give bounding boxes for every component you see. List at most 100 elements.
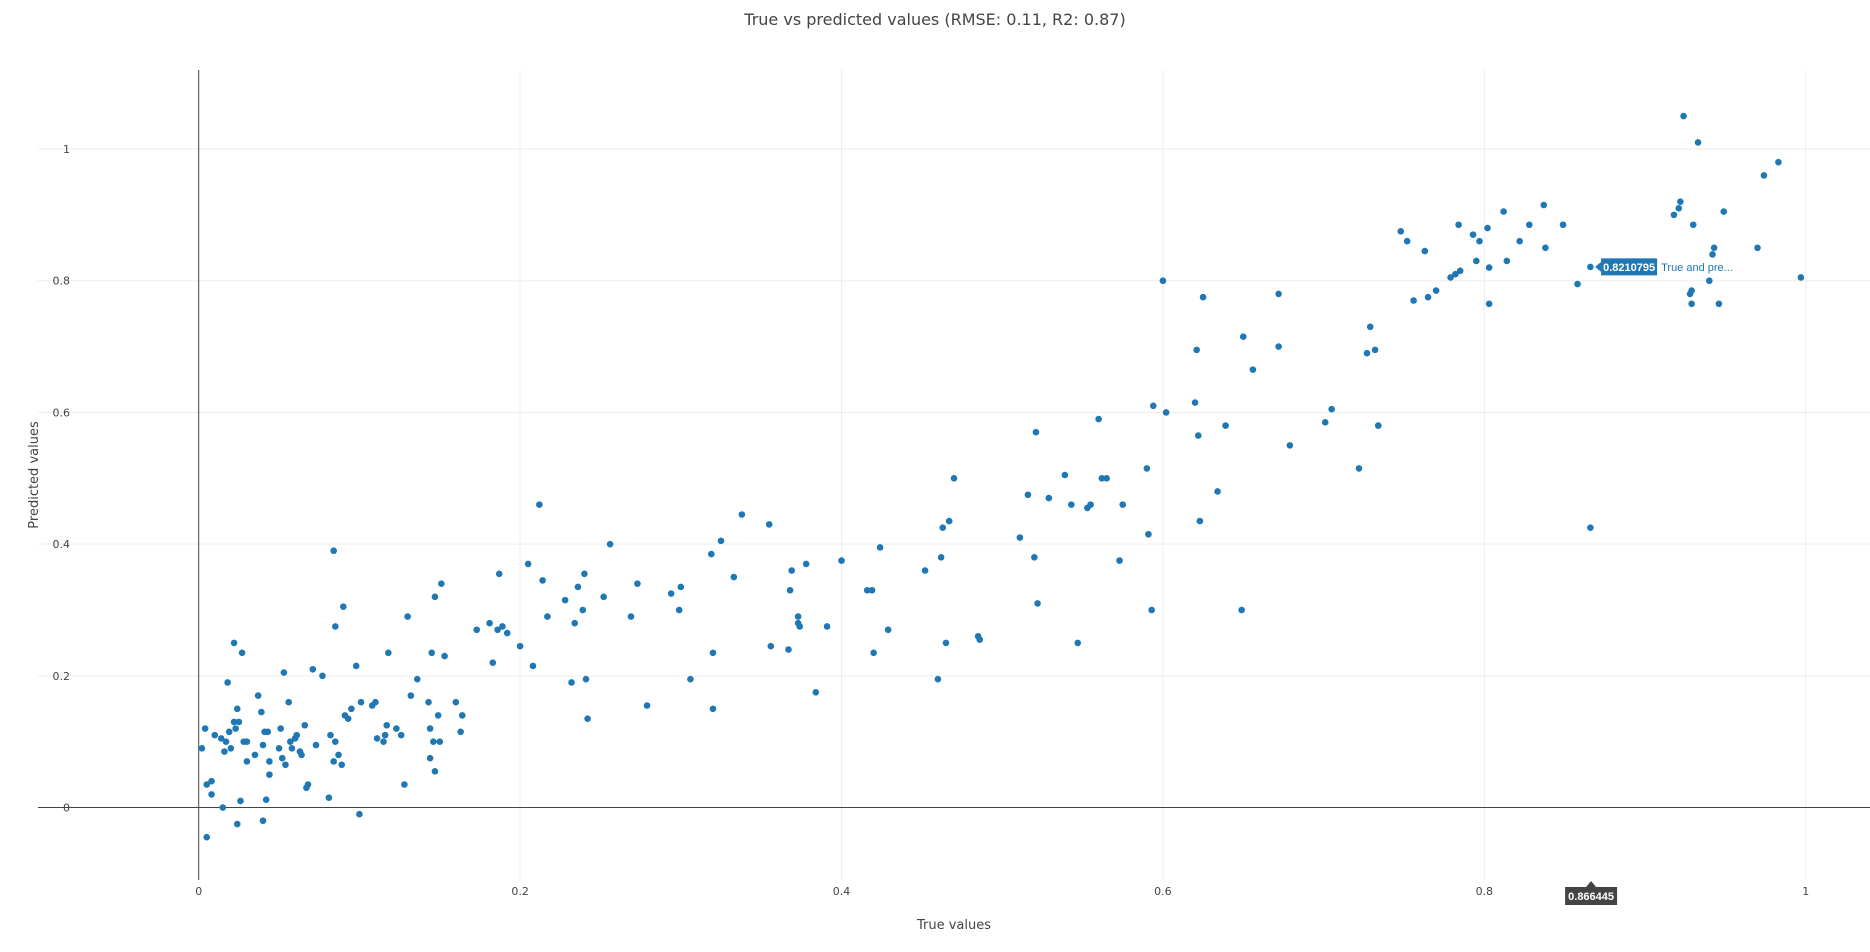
data-point[interactable] — [643, 702, 651, 709]
data-point[interactable] — [1214, 488, 1221, 495]
data-point[interactable] — [1061, 471, 1069, 479]
data-point[interactable] — [561, 596, 569, 604]
data-point[interactable] — [259, 817, 267, 825]
data-point[interactable] — [581, 570, 588, 578]
data-point[interactable] — [709, 649, 717, 657]
data-point[interactable] — [1760, 172, 1768, 179]
data-point[interactable] — [426, 754, 434, 762]
data-point[interactable] — [524, 560, 532, 568]
data-point[interactable] — [1447, 274, 1454, 281]
data-point[interactable] — [203, 833, 211, 841]
data-point[interactable] — [309, 665, 317, 673]
data-point[interactable] — [438, 580, 445, 587]
data-point[interactable] — [1710, 244, 1718, 252]
data-point[interactable] — [233, 705, 241, 713]
data-point[interactable] — [1238, 606, 1245, 614]
data-point[interactable] — [1542, 244, 1549, 252]
data-point[interactable] — [794, 613, 802, 620]
data-point[interactable] — [950, 474, 958, 482]
data-point[interactable] — [298, 751, 305, 759]
data-point[interactable] — [258, 708, 265, 716]
data-point[interactable] — [539, 577, 546, 584]
data-point[interactable] — [428, 649, 436, 657]
data-point[interactable] — [1363, 349, 1371, 357]
data-point[interactable] — [1098, 474, 1106, 482]
data-point[interactable] — [785, 646, 792, 653]
data-point[interactable] — [544, 613, 551, 620]
data-point[interactable] — [230, 639, 238, 647]
data-point[interactable] — [457, 728, 464, 736]
data-point[interactable] — [976, 636, 984, 643]
data-point[interactable] — [259, 741, 267, 749]
data-point[interactable] — [285, 698, 292, 706]
data-point[interactable] — [1068, 501, 1075, 508]
data-point[interactable] — [348, 705, 355, 713]
data-point[interactable] — [431, 768, 439, 775]
data-point[interactable] — [344, 715, 352, 722]
data-point[interactable] — [1193, 346, 1200, 354]
data-point[interactable] — [203, 781, 211, 788]
data-point[interactable] — [677, 583, 685, 591]
data-point[interactable] — [1286, 442, 1294, 449]
data-point[interactable] — [1677, 198, 1684, 206]
data-point[interactable] — [934, 675, 942, 683]
data-point[interactable] — [278, 754, 286, 762]
data-point[interactable] — [217, 735, 225, 742]
data-point[interactable] — [767, 642, 775, 650]
data-point[interactable] — [380, 738, 387, 746]
data-point[interactable] — [1587, 524, 1594, 531]
data-point[interactable] — [1540, 201, 1548, 209]
data-point[interactable] — [225, 728, 233, 736]
data-points[interactable] — [198, 112, 1805, 841]
data-point[interactable] — [1074, 639, 1082, 647]
data-point[interactable] — [431, 593, 439, 601]
data-point[interactable] — [211, 731, 219, 739]
data-point[interactable] — [372, 698, 379, 706]
data-point[interactable] — [1191, 399, 1199, 406]
data-point[interactable] — [536, 501, 543, 508]
data-point[interactable] — [262, 796, 270, 803]
data-point[interactable] — [667, 590, 675, 597]
data-point[interactable] — [788, 567, 795, 574]
data-point[interactable] — [404, 613, 411, 620]
data-point[interactable] — [237, 797, 244, 805]
data-point[interactable] — [708, 550, 715, 558]
data-point[interactable] — [945, 517, 953, 525]
data-point[interactable] — [1366, 323, 1374, 331]
data-point[interactable] — [230, 718, 238, 726]
data-point[interactable] — [331, 738, 339, 746]
data-point[interactable] — [1476, 237, 1483, 245]
data-point[interactable] — [325, 794, 333, 801]
data-point[interactable] — [233, 820, 241, 828]
data-point[interactable] — [222, 738, 230, 746]
data-point[interactable] — [1469, 231, 1477, 238]
data-point[interactable] — [407, 692, 415, 699]
data-point[interactable] — [235, 718, 243, 726]
data-point[interactable] — [494, 626, 501, 634]
data-point[interactable] — [381, 731, 389, 739]
data-point[interactable] — [516, 642, 524, 650]
data-point[interactable] — [1485, 300, 1493, 308]
data-point[interactable] — [568, 679, 575, 686]
data-point[interactable] — [426, 725, 434, 732]
data-point[interactable] — [280, 669, 288, 676]
data-point[interactable] — [1424, 293, 1432, 301]
data-point[interactable] — [1456, 267, 1464, 275]
data-point[interactable] — [600, 593, 607, 601]
data-point[interactable] — [582, 675, 590, 683]
data-point[interactable] — [606, 540, 614, 548]
data-point[interactable] — [1328, 405, 1335, 413]
data-point[interactable] — [1249, 366, 1257, 373]
data-point[interactable] — [1397, 228, 1405, 235]
data-point[interactable] — [1371, 346, 1379, 354]
data-point[interactable] — [275, 744, 283, 752]
data-point[interactable] — [227, 744, 235, 752]
data-point[interactable] — [1275, 343, 1282, 350]
data-point[interactable] — [221, 748, 228, 755]
data-point[interactable] — [675, 606, 683, 614]
data-point[interactable] — [1148, 606, 1155, 614]
data-point[interactable] — [413, 675, 421, 683]
data-point[interactable] — [1715, 300, 1723, 308]
data-point[interactable] — [458, 712, 466, 719]
data-point[interactable] — [868, 586, 876, 594]
